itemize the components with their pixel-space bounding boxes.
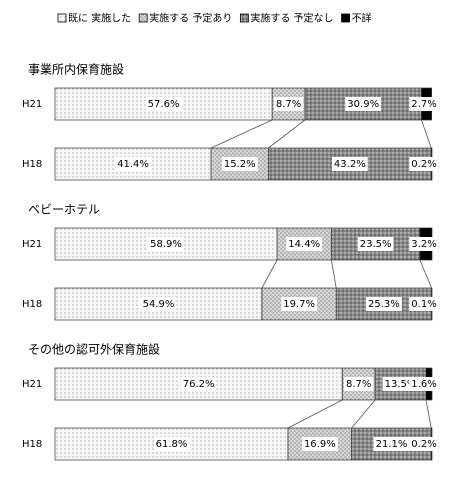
value-label-bg — [366, 297, 402, 311]
value-label-bg — [409, 297, 439, 311]
legend-swatch — [341, 13, 350, 23]
value-label: 8.7% — [346, 379, 371, 390]
group-title: 事業所内保育施設 — [28, 62, 124, 77]
connector-line — [287, 399, 343, 429]
value-label: 14.4% — [288, 239, 320, 250]
value-label: 76.2% — [183, 379, 215, 390]
value-label: 19.7% — [283, 299, 315, 310]
value-label: 23.5% — [360, 239, 392, 250]
value-label-bg — [373, 437, 410, 451]
value-label: 16.9% — [304, 439, 336, 450]
value-label-bg — [409, 237, 439, 251]
connector-line — [425, 399, 432, 429]
value-label-bg — [145, 97, 182, 111]
value-label-bg — [345, 97, 382, 111]
value-label-bg — [140, 297, 177, 311]
connector-line — [210, 119, 273, 149]
value-label-bg — [286, 237, 323, 251]
value-label: 57.6% — [148, 99, 180, 110]
group-title: その他の認可外保育施設 — [28, 342, 160, 357]
y-tick-label: H18 — [22, 299, 42, 310]
value-label: 0.1% — [411, 299, 436, 310]
connector-line — [261, 259, 278, 289]
y-tick-label: H21 — [22, 99, 42, 110]
value-label: 61.8% — [156, 439, 188, 450]
value-label: 30.9% — [347, 99, 379, 110]
value-label-bg — [115, 157, 151, 171]
y-tick-label: H18 — [22, 159, 42, 170]
legend-label: 既に 実施した — [68, 12, 131, 25]
value-label: 54.9% — [143, 299, 175, 310]
value-label-bg — [409, 437, 439, 451]
y-tick-label: H18 — [22, 439, 42, 450]
value-label: 25.3% — [368, 299, 400, 310]
legend-label: 不詳 — [352, 12, 372, 25]
value-label-bg — [148, 237, 184, 251]
value-label-bg — [331, 157, 368, 171]
value-label: 3.2% — [411, 239, 436, 250]
legend-swatch — [138, 13, 148, 23]
connector-line — [330, 259, 337, 289]
legend-swatch — [57, 13, 67, 23]
value-label: 1.6% — [411, 379, 436, 390]
value-label-bg — [409, 157, 439, 171]
value-label-bg — [180, 377, 217, 391]
value-label: 2.7% — [411, 99, 436, 110]
value-label-bg — [343, 377, 374, 391]
connector-line — [421, 119, 432, 149]
value-label-bg — [153, 437, 190, 451]
value-label-bg — [301, 437, 338, 451]
group-title: ベビーホテル — [28, 203, 100, 217]
value-label: 0.2% — [411, 159, 436, 170]
value-label: 58.9% — [150, 239, 182, 250]
legend-label: 実施する 予定あり — [149, 12, 232, 25]
value-label: 21.1% — [376, 439, 408, 450]
bar-segment — [54, 227, 278, 261]
y-tick-label: H21 — [22, 239, 42, 250]
connector-line — [268, 119, 306, 149]
value-label: 13.5% — [385, 379, 417, 390]
value-label: 41.4% — [117, 159, 149, 170]
legend-label: 実施する 予定なし — [250, 12, 333, 25]
connector-line — [351, 399, 376, 429]
value-label-bg — [273, 97, 304, 111]
value-label-bg — [357, 237, 394, 251]
value-label: 8.7% — [276, 99, 301, 110]
value-label-bg — [281, 297, 317, 311]
value-label: 0.2% — [411, 439, 436, 450]
value-label-bg — [221, 157, 258, 171]
value-label-bg — [409, 377, 439, 391]
value-label-bg — [409, 97, 439, 111]
value-label: 43.2% — [334, 159, 366, 170]
value-label: 15.2% — [224, 159, 256, 170]
connector-line — [419, 259, 432, 289]
legend-swatch — [239, 13, 249, 23]
y-tick-label: H21 — [22, 379, 42, 390]
